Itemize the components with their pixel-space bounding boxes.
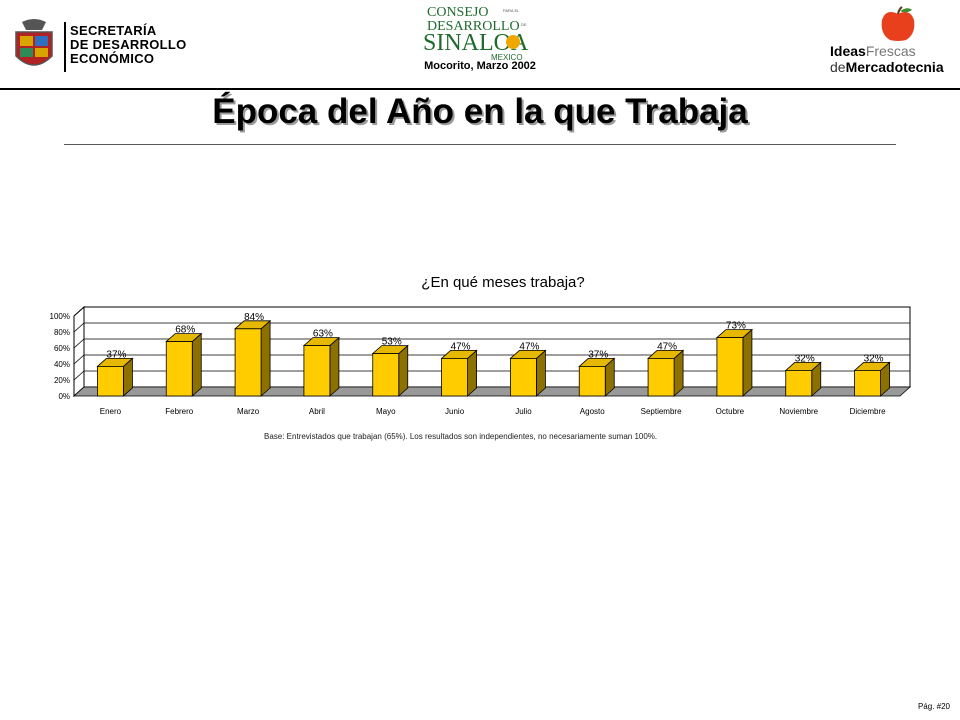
x-tick-label: Mayo: [376, 407, 396, 416]
bar: [716, 337, 744, 397]
state-seal-icon: [15, 19, 53, 66]
brand-line-1: IdeasFrescas: [830, 44, 916, 58]
gridline: [73, 370, 910, 381]
bar: [97, 365, 124, 397]
y-tick-label: 80%: [54, 328, 70, 337]
logo-divider: [64, 22, 66, 72]
bar: [854, 369, 881, 397]
council-word-mexico: MEXICO: [491, 53, 523, 62]
x-tick-label: Abril: [309, 407, 325, 416]
bar: [372, 353, 400, 397]
report-subtitle: Mocorito, Marzo 2002: [424, 60, 536, 72]
y-tick-label: 100%: [50, 312, 70, 321]
y-tick-label: 40%: [54, 360, 70, 369]
bar: [578, 365, 606, 397]
brand-line-2: deMercadotecnia: [830, 60, 944, 74]
bar-side: [191, 332, 202, 397]
data-label: 47%: [451, 341, 471, 352]
x-tick-label: Septiembre: [641, 407, 682, 416]
gridline: [73, 338, 910, 349]
bar-side: [398, 344, 409, 397]
y-tick-label: 0%: [58, 392, 70, 401]
brand-mercadotecnia: Mercadotecnia: [845, 59, 944, 75]
consejo-sinaloa-logo: CONSEJO PARA EL DESARROLLO DE SINALOA ME…: [405, 2, 555, 72]
council-small-para: PARA EL: [503, 8, 520, 13]
bar: [510, 357, 537, 397]
page-number: Pág. #20: [917, 702, 950, 711]
x-tick-label: Noviembre: [779, 407, 818, 416]
council-small-de: DE: [521, 22, 527, 27]
brand-frescas: Frescas: [865, 43, 916, 59]
header: SECRETARÍA DE DESARROLLO ECONÓMICO CONSE…: [0, 0, 960, 100]
chart-title: ¿En qué meses trabaja?: [421, 274, 585, 291]
secretaria-name: SECRETARÍA DE DESARROLLO ECONÓMICO: [70, 24, 187, 66]
org-line-2: DE DESARROLLO: [70, 37, 187, 52]
brand-ideas: Ideas: [830, 43, 866, 59]
org-line-3: ECONÓMICO: [70, 51, 155, 66]
gridline: [73, 354, 910, 365]
bar: [303, 345, 331, 397]
x-tick-label: Agosto: [580, 407, 605, 416]
y-tick-label: 60%: [54, 344, 70, 353]
header-rule: [0, 88, 960, 90]
title-underline: [64, 144, 896, 145]
council-word-consejo: CONSEJO: [427, 5, 488, 20]
ideas-frescas-logo: IdeasFrescas deMercadotecnia: [828, 6, 956, 76]
bar-side: [260, 319, 271, 397]
data-label: 84%: [244, 312, 264, 323]
data-label: 68%: [175, 325, 195, 336]
bar: [785, 369, 813, 397]
y-tick-label: 20%: [54, 376, 70, 385]
x-tick-label: Enero: [100, 407, 122, 416]
brand-de: de: [830, 59, 846, 75]
chart-side-wall: [73, 305, 85, 398]
consejo-sinaloa-logo-art: CONSEJO PARA EL DESARROLLO DE SINALOA ME…: [423, 5, 529, 62]
org-line-1: SECRETARÍA: [70, 23, 157, 38]
data-label: 32%: [795, 353, 815, 364]
data-label: 37%: [106, 349, 126, 360]
x-tick-label: Febrero: [165, 407, 194, 416]
x-tick-label: Julio: [515, 407, 532, 416]
data-label: 47%: [657, 341, 677, 352]
page-title: Época del Año en la que Trabaja: [212, 92, 748, 131]
council-word-desarrollo: DESARROLLO: [427, 19, 520, 34]
bar: [441, 357, 468, 397]
chart-floor: [72, 386, 912, 397]
data-label: 47%: [519, 341, 539, 352]
bar-side: [742, 328, 753, 397]
data-label: 73%: [726, 321, 746, 332]
bar-side: [329, 336, 340, 397]
bar: [234, 328, 262, 397]
x-tick-label: Diciembre: [850, 407, 887, 416]
data-label: 37%: [588, 349, 608, 360]
bar: [165, 341, 193, 397]
data-label: 53%: [382, 337, 402, 348]
secretaria-logo: SECRETARÍA DE DESARROLLO ECONÓMICO: [8, 6, 186, 76]
apple-icon: [881, 6, 915, 41]
sun-icon: [506, 35, 520, 49]
x-tick-label: Octubre: [716, 407, 745, 416]
base-note: Base: Entrevistados que trabajan (65%). …: [264, 432, 658, 441]
data-label: 32%: [864, 353, 884, 364]
gridline: [73, 306, 910, 317]
x-tick-label: Junio: [445, 407, 465, 416]
data-label: 63%: [313, 329, 333, 340]
gridline: [73, 322, 910, 333]
x-tick-label: Marzo: [237, 407, 260, 416]
bar: [647, 357, 675, 397]
